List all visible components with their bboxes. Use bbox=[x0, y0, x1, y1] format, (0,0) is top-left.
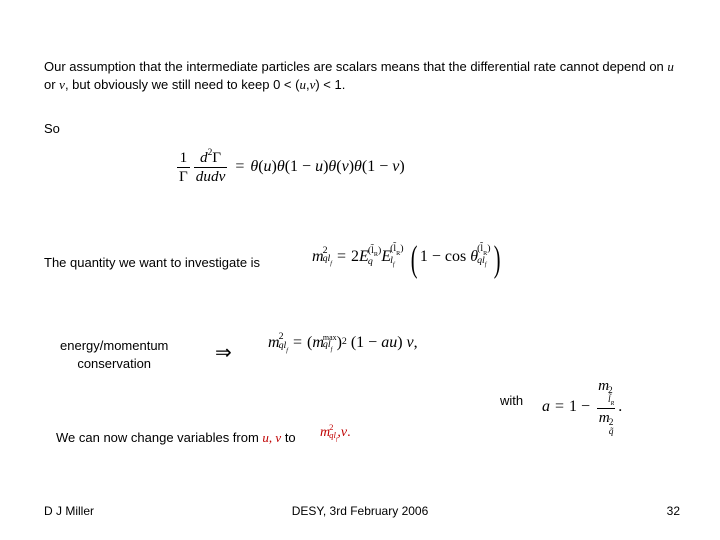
implies-icon: ⇒ bbox=[215, 340, 232, 365]
cv-b: to bbox=[281, 430, 295, 445]
intro-text-d: ) < 1. bbox=[315, 77, 345, 92]
intro-text-b: or bbox=[44, 77, 59, 92]
frac-one-over-gamma: 1 Γ bbox=[177, 150, 190, 185]
with-label: with bbox=[500, 393, 523, 408]
intro-paragraph: Our assumption that the intermediate par… bbox=[44, 58, 680, 93]
var-u: u bbox=[667, 59, 674, 74]
footer-page: 32 bbox=[667, 504, 680, 518]
energy-momentum-label: energy/momentum conservation bbox=[60, 337, 168, 372]
equation-mql-definition: m2qlf = 2 E(l̃R)q E(l̃R)lf ( 1 − cos θ(l… bbox=[312, 242, 503, 271]
quantity-paragraph: The quantity we want to investigate is bbox=[44, 255, 260, 270]
equation-mql-result: m2qlf = (mmaxqlf)2 (1 − au) v, bbox=[268, 333, 418, 353]
intro-text-a: Our assumption that the intermediate par… bbox=[44, 59, 667, 74]
footer-venue: DESY, 3rd February 2006 bbox=[0, 504, 720, 518]
so-label: So bbox=[44, 121, 680, 136]
change-vars-target: m2qlf, v. bbox=[320, 424, 351, 442]
cv-a: We can now change variables from bbox=[56, 430, 262, 445]
change-vars-paragraph: We can now change variables from u, v to bbox=[56, 430, 296, 446]
equation-differential-rate: 1 Γ d2Γ dudv = θ(u) θ(1 − u) θ(v) θ(1 − … bbox=[175, 150, 405, 185]
equation-a-definition: a = 1 − m2l̃R m2q̃ . bbox=[542, 378, 622, 436]
emc-line1: energy/momentum bbox=[60, 338, 168, 353]
frac-d2gamma: d2Γ dudv bbox=[194, 150, 228, 185]
intro-text-c: , but obviously we still need to keep 0 … bbox=[65, 77, 300, 92]
emc-line2: conservation bbox=[77, 356, 151, 371]
